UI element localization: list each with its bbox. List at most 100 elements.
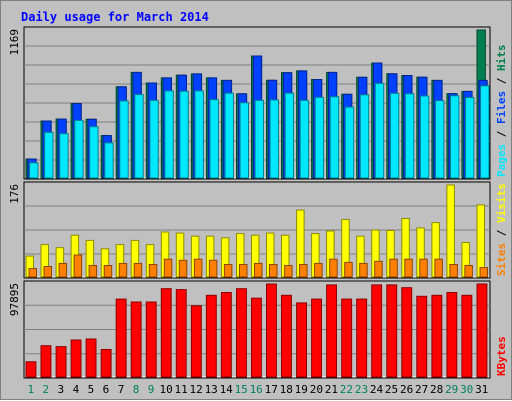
- legend-visits: Visits: [495, 183, 508, 223]
- x-tick-label-6: 6: [103, 383, 110, 396]
- x-tick-label-9: 9: [148, 383, 155, 396]
- legend-separator: /: [495, 223, 508, 243]
- bar-pages-day-12: [194, 90, 204, 179]
- bar-sites-day-20: [314, 262, 323, 278]
- bar-kbytes-day-20: [311, 298, 323, 378]
- legend-kbytes: KBytes: [495, 336, 508, 376]
- x-tick-label-27: 27: [415, 383, 428, 396]
- series-legend-bottom: KBytes: [495, 336, 508, 376]
- bar-kbytes-day-26: [401, 287, 413, 378]
- bar-pages-day-1: [29, 162, 39, 179]
- bar-pages-day-10: [164, 90, 174, 179]
- bar-sites-day-30: [464, 265, 473, 278]
- x-tick-label-2: 2: [42, 383, 49, 396]
- x-tick-label-4: 4: [73, 383, 80, 396]
- panel-top: 1169 Pages / Files / Hits: [8, 26, 508, 180]
- bar-pages-day-25: [389, 92, 400, 179]
- legend-pages: Pages: [495, 144, 508, 177]
- bar-sites-day-15: [239, 264, 248, 278]
- legend-separator: /: [495, 124, 508, 144]
- x-tick-label-23: 23: [355, 383, 368, 396]
- bar-sites-day-13: [208, 259, 218, 278]
- x-tick-label-17: 17: [265, 383, 278, 396]
- bar-sites-day-21: [329, 258, 338, 278]
- bar-pages-day-13: [209, 99, 219, 179]
- bar-kbytes-day-3: [55, 346, 67, 378]
- bar-sites-day-22: [344, 261, 353, 278]
- bar-pages-day-17: [269, 99, 280, 179]
- legend-hits: Hits: [495, 45, 508, 72]
- bar-pages-day-29: [450, 95, 460, 179]
- bar-kbytes-day-17: [266, 283, 277, 378]
- bar-kbytes-day-23: [356, 298, 368, 378]
- x-tick-label-15: 15: [235, 383, 248, 396]
- bar-sites-day-18: [284, 265, 293, 278]
- chart-title: Daily usage for March 2014: [21, 10, 209, 24]
- bar-sites-day-12: [193, 258, 203, 278]
- x-tick-label-3: 3: [57, 383, 64, 396]
- x-tick-label-21: 21: [325, 383, 338, 396]
- bar-kbytes-day-15: [236, 288, 247, 378]
- bar-sites-day-8: [133, 262, 143, 278]
- x-tick-label-7: 7: [118, 383, 125, 396]
- bar-pages-day-28: [435, 100, 445, 179]
- bar-pages-day-6: [104, 142, 114, 179]
- bar-kbytes-day-22: [341, 298, 353, 378]
- x-tick-label-25: 25: [385, 383, 398, 396]
- bar-kbytes-day-30: [461, 294, 473, 378]
- x-tick-label-30: 30: [460, 383, 473, 396]
- series-legend-middle: Sites / Visits: [495, 183, 508, 276]
- x-tick-label-29: 29: [445, 383, 458, 396]
- bar-visits-day-29: [446, 184, 455, 278]
- bar-sites-day-23: [359, 262, 368, 278]
- bar-pages-day-15: [239, 102, 250, 179]
- legend-files: Files: [495, 91, 508, 124]
- bar-sites-day-10: [163, 258, 173, 278]
- panel-middle: 176 Sites / Visits: [8, 181, 508, 279]
- panel-bottom: 97895 KBytes: [8, 280, 508, 379]
- bar-kbytes-day-1: [25, 361, 37, 378]
- x-tick-label-13: 13: [205, 383, 218, 396]
- bar-sites-day-28: [434, 258, 443, 278]
- bar-kbytes-day-16: [251, 297, 262, 378]
- bar-pages-day-27: [419, 95, 430, 179]
- bar-sites-day-4: [73, 254, 83, 278]
- bar-sites-day-2: [43, 266, 52, 278]
- bar-sites-day-1: [28, 268, 37, 278]
- bar-sites-day-5: [88, 265, 98, 278]
- bar-pages-day-2: [44, 131, 54, 179]
- legend-sites: Sites: [495, 243, 508, 276]
- x-tick-label-11: 11: [174, 383, 187, 396]
- bar-sites-day-14: [223, 264, 233, 278]
- bar-kbytes-day-24: [371, 284, 383, 378]
- bar-sites-day-17: [269, 264, 278, 278]
- x-tick-label-24: 24: [370, 383, 384, 396]
- bar-visits-day-31: [476, 204, 485, 278]
- x-tick-label-22: 22: [340, 383, 353, 396]
- bar-kbytes-day-8: [130, 301, 142, 378]
- bar-sites-day-26: [404, 258, 413, 278]
- bar-pages-day-8: [134, 94, 144, 179]
- bar-sites-day-7: [118, 262, 128, 278]
- ymax-label-bottom: 97895: [8, 283, 21, 316]
- bar-sites-day-24: [374, 260, 383, 278]
- x-tick-label-26: 26: [400, 383, 413, 396]
- bar-kbytes-day-4: [70, 339, 82, 378]
- x-tick-label-18: 18: [280, 383, 293, 396]
- x-tick-label-20: 20: [310, 383, 323, 396]
- legend-separator: /: [495, 71, 508, 91]
- bar-kbytes-day-5: [85, 338, 97, 378]
- bar-sites-day-31: [479, 267, 488, 278]
- bar-kbytes-day-9: [145, 301, 157, 378]
- bar-pages-day-20: [314, 96, 325, 179]
- bar-sites-day-27: [419, 258, 428, 278]
- bar-sites-day-9: [148, 264, 158, 278]
- bar-pages-day-23: [359, 94, 370, 179]
- bar-kbytes-day-28: [431, 294, 443, 378]
- bar-pages-day-5: [89, 126, 99, 179]
- bar-kbytes-day-14: [220, 292, 232, 378]
- bar-kbytes-day-27: [416, 295, 428, 378]
- bar-pages-day-21: [329, 96, 340, 179]
